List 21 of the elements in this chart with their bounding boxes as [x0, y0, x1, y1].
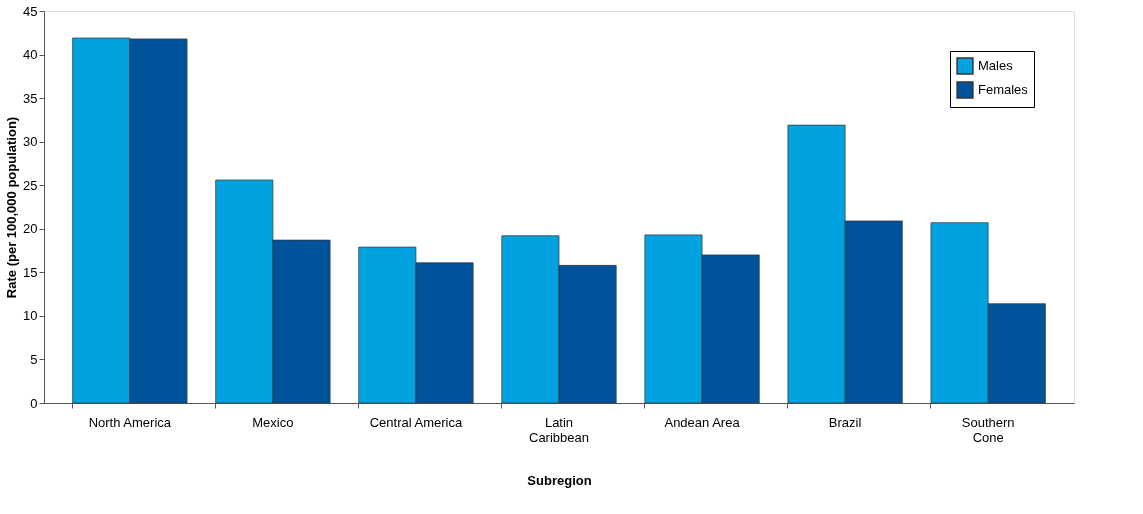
- y-tick-label: 25: [23, 177, 38, 193]
- x-tick-label: North America: [88, 414, 172, 430]
- y-axis-title: Rate (per 100,000 population): [4, 116, 20, 299]
- legend-label: Females: [978, 82, 1029, 97]
- y-tick-label: 10: [23, 308, 38, 324]
- legend-label: Males: [978, 58, 1014, 73]
- y-tick-label: 35: [23, 90, 38, 106]
- x-tick-label: Mexico: [252, 414, 294, 430]
- x-tick-label: Andean Area: [664, 414, 741, 430]
- x-tick-label: Southern Cone: [961, 414, 1015, 445]
- y-tick-label: 0: [30, 395, 38, 411]
- x-axis-title: Subregion: [527, 472, 592, 488]
- y-tick-label: 40: [23, 47, 38, 63]
- x-tick-label: Brazil: [828, 414, 862, 430]
- y-tick-label: 5: [30, 351, 38, 367]
- y-tick-label: 45: [23, 3, 38, 19]
- y-tick-label: 20: [23, 221, 38, 237]
- x-tick-label: Latin Caribbean: [529, 414, 589, 445]
- x-tick-label: Central America: [369, 414, 463, 430]
- y-tick-label: 15: [23, 264, 38, 280]
- y-tick-label: 30: [23, 134, 38, 150]
